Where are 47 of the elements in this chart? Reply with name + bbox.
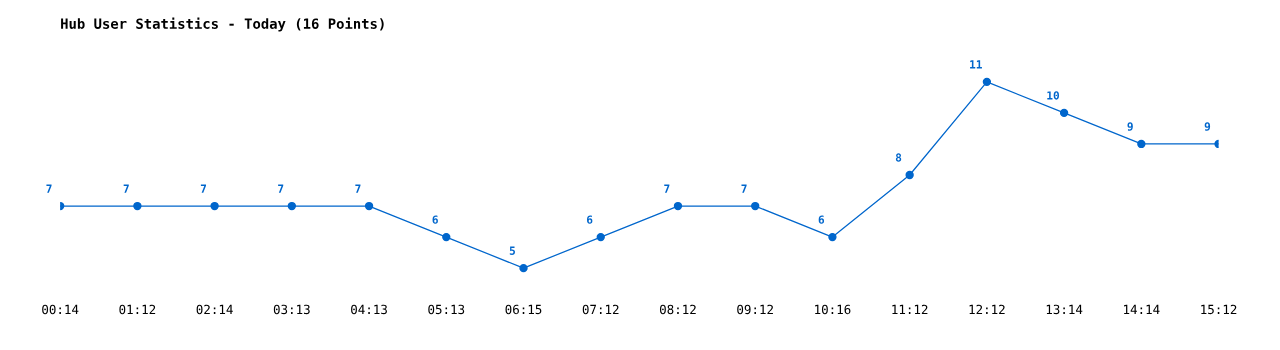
point: [751, 201, 760, 211]
data-label: 7: [123, 184, 129, 193]
data-label: 9: [1204, 122, 1211, 131]
x-tick-label: 05:13: [428, 304, 465, 315]
point: [133, 201, 142, 211]
point: [673, 201, 683, 211]
data-label: 6: [587, 215, 593, 224]
x-tick-label: 07:12: [582, 304, 619, 315]
data-label: 8: [895, 153, 902, 162]
x-tick-label: 03:13: [273, 304, 310, 315]
point: [519, 263, 528, 273]
point: [287, 201, 297, 211]
data-label: 7: [278, 184, 284, 193]
x-tick-label: 15:12: [1201, 304, 1237, 315]
point: [596, 232, 605, 242]
chart-title: Hub User Statistics - Today (16 Points): [61, 17, 384, 32]
data-label: 7: [46, 184, 52, 193]
x-tick-label: 00:14: [42, 304, 79, 315]
point: [1137, 139, 1146, 149]
x-tick-label: 01:12: [119, 304, 156, 315]
x-tick-label: 08:12: [659, 304, 696, 315]
x-tick-label: 06:15: [505, 304, 542, 315]
data-label: 11: [970, 60, 982, 69]
data-label: 5: [509, 246, 515, 255]
x-tick-label: 14:14: [1124, 304, 1160, 314]
x-tick-label: 12:12: [969, 304, 1005, 314]
x-tick-label: 11:12: [892, 304, 928, 314]
x-tick-label: 10:16: [815, 304, 851, 315]
data-label: 7: [741, 184, 747, 193]
point: [1059, 108, 1069, 118]
x-tick-label: 13:14: [1046, 304, 1083, 315]
point: [364, 201, 374, 211]
x-tick-label: 02:14: [196, 304, 233, 315]
data-label: 6: [432, 215, 438, 224]
point: [210, 201, 219, 211]
x-tick-label: 04:13: [351, 304, 387, 315]
x-tick-label: 09:12: [737, 304, 773, 315]
point: [982, 77, 992, 87]
data-label: 6: [818, 215, 825, 224]
data-label: 7: [355, 184, 361, 193]
point: [442, 232, 451, 242]
data-label: 9: [1127, 122, 1133, 131]
point: [828, 232, 837, 242]
point: [905, 170, 914, 180]
data-label: 7: [664, 184, 670, 193]
data-label: 7: [200, 184, 207, 193]
data-label: 10: [1047, 91, 1060, 100]
